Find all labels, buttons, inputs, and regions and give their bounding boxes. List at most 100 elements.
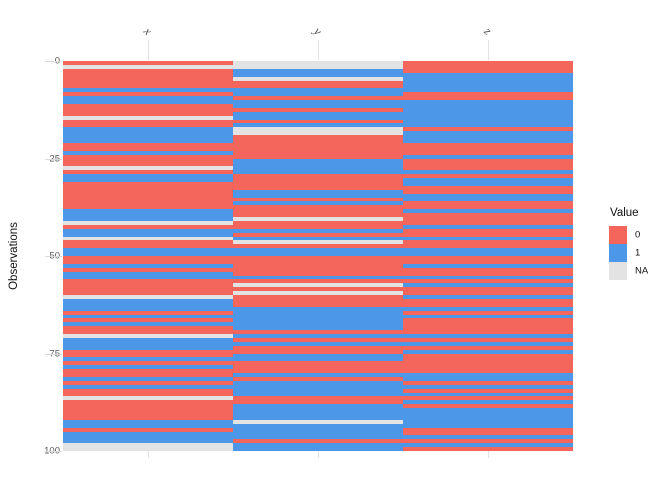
heatmap-cell xyxy=(63,107,233,113)
heatmap-cell xyxy=(233,170,403,175)
heatmap-cell xyxy=(63,412,233,417)
heatmap-cell xyxy=(233,314,403,319)
heatmap-cell xyxy=(63,123,233,128)
legend-label: NA xyxy=(635,265,649,277)
heatmap-cell xyxy=(233,213,403,218)
heatmap-cell xyxy=(63,380,233,386)
heatmap-cell xyxy=(403,365,573,370)
heatmap-cell xyxy=(403,326,573,331)
heatmap-cell xyxy=(403,275,573,280)
legend-item-NA: NA xyxy=(609,262,648,280)
heatmap-cell xyxy=(403,298,573,304)
heatmap-cell xyxy=(233,322,403,327)
heatmap-cell xyxy=(403,201,573,206)
heatmap-cell xyxy=(403,361,573,366)
heatmap-cell xyxy=(63,127,233,132)
heatmap-cell xyxy=(403,330,573,335)
heatmap-cell xyxy=(233,365,403,370)
heatmap-cell xyxy=(233,439,403,444)
heatmap-cell xyxy=(403,373,573,378)
heatmap-cell xyxy=(63,298,233,304)
heatmap-cell xyxy=(233,412,403,417)
heatmap-cell xyxy=(233,252,403,257)
heatmap-cell xyxy=(63,72,233,78)
heatmap-cell xyxy=(63,400,233,405)
heatmap-cell xyxy=(233,217,403,222)
heatmap-cell xyxy=(63,271,233,276)
heatmap-cell xyxy=(403,76,573,81)
heatmap-cell xyxy=(403,103,573,109)
heatmap-cell xyxy=(63,135,233,140)
heatmap-cell xyxy=(63,240,233,245)
heatmap-cell xyxy=(403,283,573,288)
heatmap-cell xyxy=(403,369,573,374)
heatmap-cell xyxy=(403,248,573,253)
top-tick-mark xyxy=(488,40,489,60)
heatmap-cell xyxy=(233,232,403,237)
heatmap-cell xyxy=(403,415,573,421)
heatmap-cell xyxy=(63,423,233,429)
heatmap-cell xyxy=(233,92,403,97)
heatmap-cell xyxy=(63,158,233,163)
heatmap-cell xyxy=(403,244,573,249)
heatmap-cell xyxy=(63,119,233,124)
heatmap-cell xyxy=(233,139,403,144)
heatmap-cell xyxy=(233,103,403,109)
heatmap-cell xyxy=(63,84,233,89)
heatmap-cell xyxy=(63,275,233,280)
heatmap-cell xyxy=(63,345,233,351)
heatmap-cell xyxy=(233,404,403,409)
heatmap-cell xyxy=(63,181,233,187)
heatmap-cell xyxy=(63,295,233,300)
heatmap-cell xyxy=(233,431,403,436)
heatmap-cell xyxy=(403,197,573,202)
heatmap-cell xyxy=(233,158,403,163)
heatmap-cell xyxy=(63,396,233,401)
heatmap-cell xyxy=(63,259,233,265)
heatmap-cell xyxy=(233,127,403,132)
heatmap-cell xyxy=(63,111,233,117)
plot-panel xyxy=(63,61,573,452)
heatmap-cell xyxy=(63,150,233,156)
x-axis-label-text: z xyxy=(481,24,495,38)
heatmap-cell xyxy=(403,166,573,171)
heatmap-cell xyxy=(233,181,403,187)
heatmap-cell xyxy=(403,306,573,312)
x-axis-label-text: x xyxy=(141,24,155,38)
heatmap-cell xyxy=(403,96,573,101)
heatmap-cell xyxy=(233,76,403,81)
heatmap-cell xyxy=(63,220,233,226)
heatmap-cell xyxy=(403,271,573,276)
heatmap-cell xyxy=(63,76,233,81)
heatmap-cell xyxy=(233,392,403,397)
heatmap-cell xyxy=(233,318,403,323)
heatmap-cell xyxy=(403,88,573,93)
heatmap-cell xyxy=(63,302,233,308)
heatmap-cell xyxy=(233,201,403,206)
heatmap-cell xyxy=(233,353,403,358)
heatmap-cell xyxy=(403,209,573,214)
heatmap-cell xyxy=(403,353,573,358)
heatmap-cell xyxy=(63,88,233,93)
heatmap-cell xyxy=(63,322,233,327)
heatmap-cell xyxy=(403,279,573,284)
heatmap-cell xyxy=(403,447,573,452)
legend-label: 0 xyxy=(635,229,641,241)
heatmap-cell xyxy=(63,318,233,323)
heatmap-cell xyxy=(233,267,403,273)
heatmap-cell xyxy=(233,419,403,425)
heatmap-cell xyxy=(233,376,403,382)
heatmap-cell xyxy=(403,205,573,210)
heatmap-cell xyxy=(233,330,403,335)
heatmap-cell xyxy=(63,103,233,109)
legend: Value 0 1 NA xyxy=(609,207,648,280)
heatmap-cell xyxy=(63,244,233,249)
heatmap-cell xyxy=(233,178,403,183)
heatmap-cell xyxy=(403,174,573,179)
heatmap-cell xyxy=(403,158,573,163)
heatmap-cell xyxy=(403,193,573,198)
heatmap-cell xyxy=(233,291,403,296)
heatmap-cell xyxy=(63,197,233,202)
top-tick-mark xyxy=(318,40,319,60)
heatmap-cell xyxy=(233,415,403,421)
